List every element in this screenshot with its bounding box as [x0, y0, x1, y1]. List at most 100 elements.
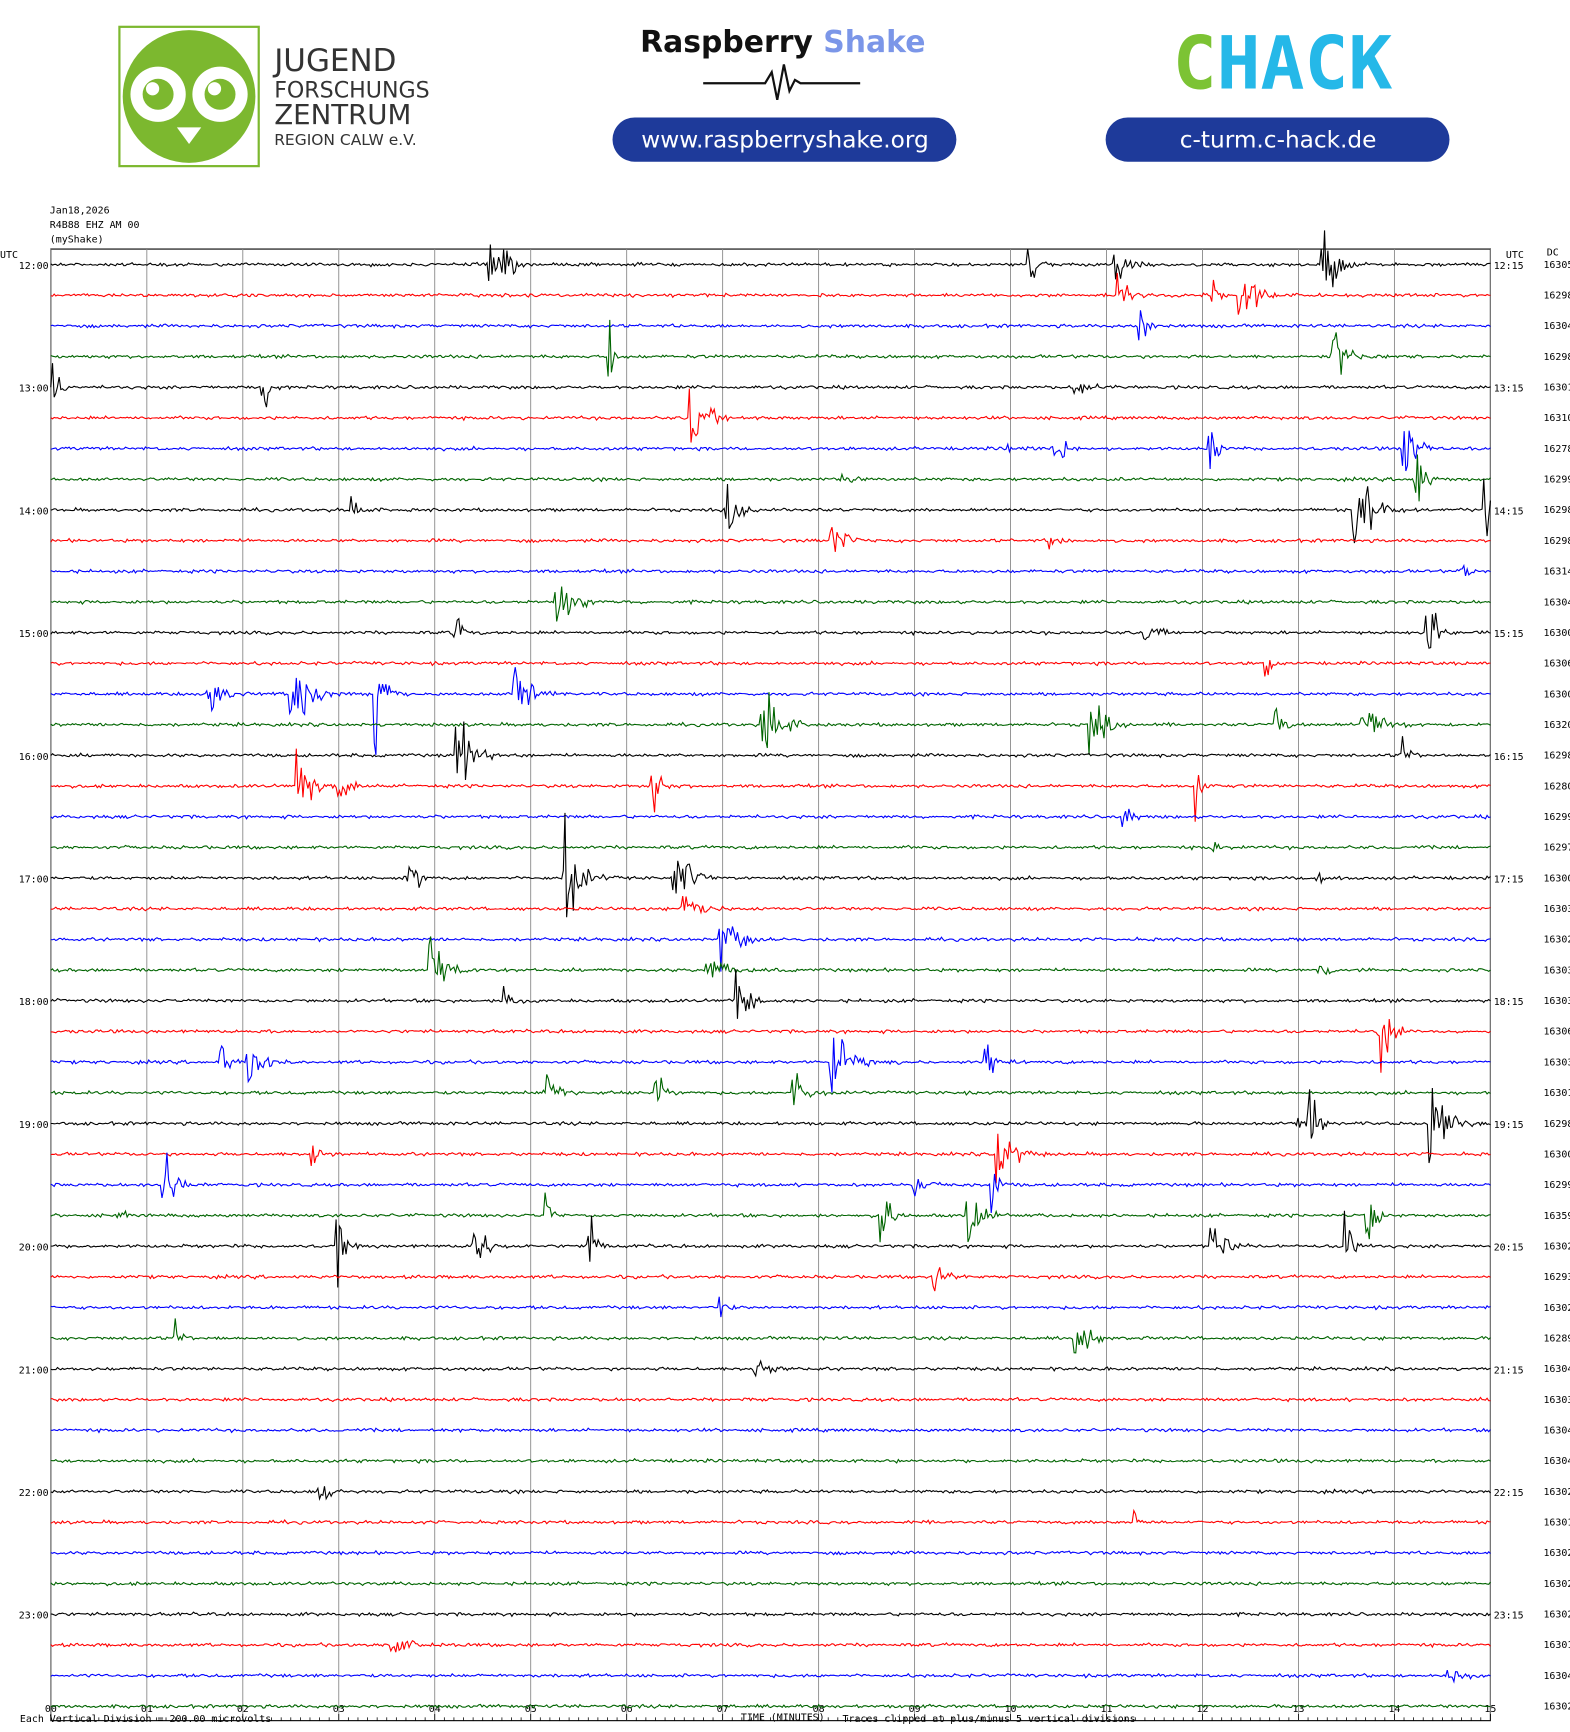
dc-unit: DC: [1547, 248, 1559, 259]
chack-c: C: [1173, 22, 1217, 107]
right-time-label: 15:15: [1494, 629, 1524, 640]
trace: [50, 660, 1491, 677]
x-tick-label: 05: [525, 1704, 537, 1715]
trace: [50, 454, 1491, 502]
x-tick-label: 06: [621, 1704, 633, 1715]
jfz-text: REGION CALW e.V.: [274, 131, 416, 149]
trace: [50, 363, 1491, 408]
x-tick-label: 00: [45, 1704, 57, 1715]
trace: [50, 1267, 1491, 1292]
plot: 00 01 02 03 04 05 06 07 08 09 10 11 12 13 14 15 16305 12:…: [19, 230, 1570, 1721]
dc-label: 16289: [1543, 1333, 1570, 1344]
left-time-label: 14:00: [19, 506, 49, 517]
chack-url: c-turm.c-hack.de: [1180, 126, 1377, 153]
trace: [50, 1318, 1491, 1354]
right-time-label: 16:15: [1494, 752, 1524, 763]
trace: [50, 1486, 1491, 1502]
trace: [50, 936, 1491, 982]
plot-frame: [50, 248, 1491, 1722]
trace: [50, 586, 1491, 622]
dc-label: 16298: [1543, 751, 1570, 762]
jfz-text: FORSCHUNGS: [274, 78, 429, 104]
right-time-label: 23:15: [1494, 1611, 1524, 1622]
trace: [50, 1192, 1491, 1243]
dc-label: 16359: [1543, 1211, 1570, 1222]
dc-label: 16298: [1543, 505, 1570, 516]
trace: [50, 721, 1491, 781]
trace: [50, 1669, 1491, 1684]
right-time-label: 13:15: [1494, 384, 1524, 395]
chack-url-pill: [1105, 117, 1450, 162]
dc-label: 16300: [1543, 628, 1570, 639]
trace: [50, 1152, 1491, 1214]
x-tick-label: 02: [237, 1704, 249, 1715]
dc-label: 16304: [1543, 321, 1570, 332]
rs-logo: Raspberry Shake: [640, 25, 925, 60]
left-time-label: 17:00: [19, 874, 49, 885]
trace: [50, 1037, 1491, 1093]
dc-label: 16299: [1543, 475, 1570, 486]
left-time-label: 18:00: [19, 997, 49, 1008]
dc-label: 16303: [1543, 996, 1570, 1007]
trace: [50, 1210, 1491, 1288]
trace: [50, 1508, 1491, 1525]
trace: [50, 230, 1491, 288]
jfz-logo: [118, 25, 260, 168]
dc-label: 16297: [1543, 843, 1570, 854]
trace: [50, 319, 1491, 377]
x-tick-label: 07: [717, 1704, 729, 1715]
left-time-label: 16:00: [19, 752, 49, 763]
trace: [50, 667, 1491, 755]
rs-url-pill: [612, 117, 957, 162]
dc-label: 16298: [1543, 1119, 1570, 1130]
trace: [50, 1133, 1491, 1184]
dc-label: 16303: [1543, 1395, 1570, 1406]
dc-label: 16300: [1543, 689, 1570, 700]
right-time-label: 18:15: [1494, 997, 1524, 1008]
scale-note: Each Vertical Division = 200.00 microvol…: [20, 1714, 271, 1725]
left-time-label: 21:00: [19, 1365, 49, 1376]
right-unit: UTC: [1506, 250, 1524, 261]
right-time-label: 12:15: [1494, 261, 1524, 272]
dc-label: 16303: [1543, 904, 1570, 915]
dc-label: 16304: [1543, 1426, 1570, 1437]
rs-url: www.raspberryshake.org: [641, 126, 928, 153]
trace: [50, 1457, 1491, 1464]
trace: [50, 1611, 1491, 1618]
dc-label: 16298: [1543, 352, 1570, 363]
trace: [50, 748, 1491, 822]
dc-label: 16304: [1543, 597, 1570, 608]
trace: [50, 1296, 1491, 1318]
chack-logo: CHACK: [1173, 22, 1393, 107]
right-time-label: 19:15: [1494, 1120, 1524, 1131]
trace: [50, 812, 1491, 918]
x-tick-label: 08: [813, 1704, 825, 1715]
x-tick-label: 13: [1292, 1704, 1304, 1715]
trace: [50, 926, 1491, 972]
dc-label: 16303: [1543, 965, 1570, 976]
dc-label: 16304: [1543, 1364, 1570, 1375]
trace: [50, 692, 1491, 755]
chack-rest: HACK: [1217, 22, 1393, 107]
dc-label: 16293: [1543, 1272, 1570, 1283]
trace: [50, 1018, 1491, 1073]
trace: [50, 1549, 1491, 1556]
clip-note: Traces clipped at plus/minus 5 vertical …: [842, 1714, 1135, 1725]
trace: [50, 808, 1491, 827]
trace: [50, 1580, 1491, 1587]
left-time-label: 22:00: [19, 1488, 49, 1499]
trace: [50, 1396, 1491, 1403]
trace: [50, 310, 1491, 341]
station-channel: R4B88 EHZ AM 00: [50, 220, 140, 231]
dc-label: 16300: [1543, 1149, 1570, 1160]
